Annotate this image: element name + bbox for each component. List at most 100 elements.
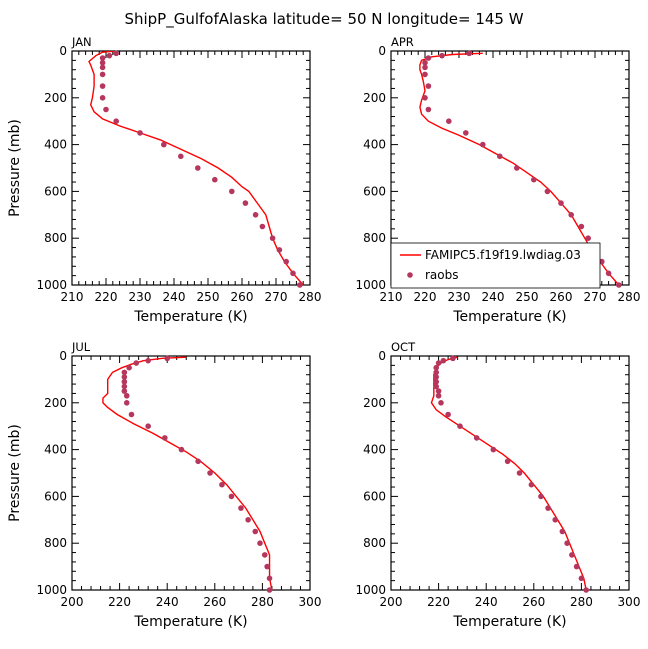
raobs-point <box>516 470 523 476</box>
raobs-point <box>238 505 244 511</box>
raobs-point <box>457 423 463 430</box>
raobs-point <box>616 282 622 288</box>
y-tick-label: 0 <box>59 44 67 58</box>
y-tick-label: 1000 <box>355 583 386 597</box>
x-tick-label: 250 <box>516 290 539 304</box>
raobs-point <box>425 106 432 113</box>
raobs-point <box>128 411 135 418</box>
panel-label: JAN <box>71 35 92 49</box>
x-axis-label: Temperature (K) <box>133 309 247 325</box>
raobs-point <box>504 458 511 465</box>
y-tick-label: 600 <box>363 489 386 503</box>
raobs-point <box>558 200 564 206</box>
raobs-point <box>422 95 428 101</box>
y-tick-label: 1000 <box>36 583 67 597</box>
raobs-point <box>564 540 570 546</box>
raobs-point <box>433 364 440 371</box>
y-tick-label: 600 <box>363 184 386 198</box>
raobs-point <box>123 392 130 399</box>
x-tick-label: 210 <box>61 290 84 304</box>
x-tick-label: 250 <box>197 290 220 304</box>
y-tick-label: 800 <box>44 536 67 550</box>
y-tick-label: 200 <box>44 91 67 105</box>
panel-label: OCT <box>391 340 416 354</box>
raobs-point <box>266 575 273 582</box>
raobs-point <box>497 153 503 160</box>
raobs-point <box>178 446 185 453</box>
x-tick-label: 280 <box>299 290 322 304</box>
model-profile-line <box>430 356 587 590</box>
raobs-point <box>450 355 456 362</box>
plot-frame <box>71 50 311 286</box>
raobs-point <box>121 369 128 376</box>
raobs-point <box>99 71 106 78</box>
legend-marker-swatch <box>407 272 413 278</box>
raobs-point <box>145 423 151 430</box>
raobs-point <box>195 165 201 171</box>
raobs-point <box>569 552 575 558</box>
y-tick-label: 400 <box>44 443 67 457</box>
x-axis-label: Temperature (K) <box>452 309 566 325</box>
raobs-point <box>121 383 128 390</box>
raobs-point <box>435 388 442 394</box>
raobs-point <box>433 378 440 385</box>
raobs-point <box>261 552 268 558</box>
raobs-point <box>480 141 486 148</box>
x-tick-label: 240 <box>475 595 498 609</box>
raobs-point <box>252 212 259 218</box>
raobs-point <box>433 369 440 376</box>
x-tick-label: 260 <box>550 290 573 304</box>
x-tick-label: 220 <box>414 290 437 304</box>
y-axis-label: Pressure (mb) <box>7 119 23 217</box>
y-tick-label: 800 <box>363 536 386 550</box>
plot-frame <box>390 355 630 591</box>
x-tick-label: 230 <box>129 290 152 304</box>
legend: FAMIPC5.f19f19.lwdiag.03 raobs <box>390 242 601 289</box>
chart-panel-apr: 210 220 230 240 250 260 270 280 0 200 400 600 800 100… <box>355 35 640 325</box>
plot-frame <box>71 355 311 591</box>
raobs-point <box>252 528 259 535</box>
x-tick-label: 260 <box>231 290 254 304</box>
raobs-point <box>290 270 296 277</box>
y-tick-label: 200 <box>363 396 386 410</box>
y-tick-label: 0 <box>59 349 67 363</box>
raobs-point <box>599 258 605 265</box>
raobs-point <box>552 517 559 523</box>
raobs-point <box>162 435 168 441</box>
legend-label-raobs: raobs <box>425 268 459 282</box>
raobs-point <box>438 400 444 406</box>
raobs-point <box>425 83 432 89</box>
raobs-point <box>514 165 520 171</box>
raobs-point <box>228 493 235 500</box>
raobs-point <box>568 212 574 218</box>
x-tick-label: 210 <box>380 290 403 304</box>
x-tick-label: 200 <box>61 595 84 609</box>
raobs-point <box>544 188 551 195</box>
raobs-point <box>578 223 585 230</box>
raobs-point <box>207 470 213 476</box>
x-tick-label: 300 <box>618 595 641 609</box>
raobs-point <box>266 587 273 593</box>
y-tick-label: 1000 <box>36 278 67 292</box>
x-tick-label: 240 <box>163 290 186 304</box>
raobs-point <box>439 52 445 59</box>
raobs-point <box>161 141 167 148</box>
raobs-point <box>99 59 106 66</box>
y-axis-label: Pressure (mb) <box>7 424 23 522</box>
raobs-point <box>178 153 184 160</box>
x-tick-label: 230 <box>448 290 471 304</box>
x-tick-label: 300 <box>299 595 322 609</box>
raobs-point <box>445 411 451 418</box>
y-tick-label: 400 <box>44 138 67 152</box>
model-profile-line <box>102 356 273 590</box>
raobs-point <box>559 528 566 535</box>
y-tick-label: 200 <box>44 396 67 410</box>
raobs-point <box>528 481 535 488</box>
x-tick-label: 220 <box>108 595 131 609</box>
raobs-point <box>573 563 580 570</box>
x-axis-label: Temperature (K) <box>452 614 566 630</box>
raobs-point <box>466 50 473 57</box>
raobs-point <box>99 55 106 61</box>
raobs-point <box>121 388 128 394</box>
